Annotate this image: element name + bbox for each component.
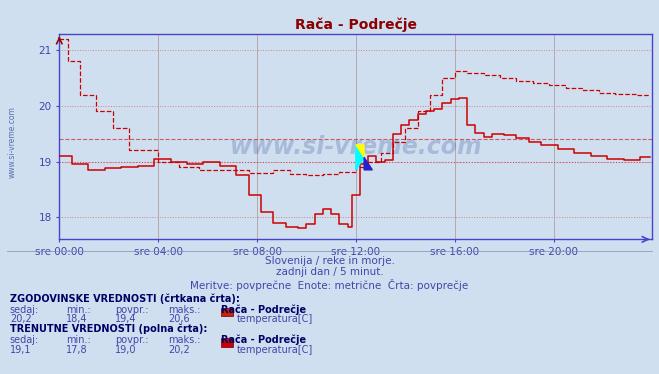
Text: maks.:: maks.:: [168, 305, 200, 315]
Text: maks.:: maks.:: [168, 335, 200, 345]
Text: 17,8: 17,8: [66, 345, 88, 355]
Title: Rača - Podrečje: Rača - Podrečje: [295, 18, 417, 33]
Text: sedaj:: sedaj:: [10, 305, 39, 315]
Text: min.:: min.:: [66, 305, 91, 315]
Text: 20,2: 20,2: [10, 314, 32, 324]
Text: Rača - Podrečje: Rača - Podrečje: [221, 305, 306, 315]
Text: 20,2: 20,2: [168, 345, 190, 355]
Text: www.si-vreme.com: www.si-vreme.com: [8, 106, 17, 178]
Text: sedaj:: sedaj:: [10, 335, 39, 345]
Text: 19,0: 19,0: [115, 345, 137, 355]
Text: Meritve: povprečne  Enote: metrične  Črta: povprečje: Meritve: povprečne Enote: metrične Črta:…: [190, 279, 469, 291]
Text: 20,6: 20,6: [168, 314, 190, 324]
Text: Slovenija / reke in morje.: Slovenija / reke in morje.: [264, 256, 395, 266]
Text: 19,1: 19,1: [10, 345, 32, 355]
Text: min.:: min.:: [66, 335, 91, 345]
Text: temperatura[C]: temperatura[C]: [237, 314, 314, 324]
Text: 19,4: 19,4: [115, 314, 137, 324]
Text: 18,4: 18,4: [66, 314, 88, 324]
Text: povpr.:: povpr.:: [115, 335, 149, 345]
Text: www.si-vreme.com: www.si-vreme.com: [229, 135, 482, 159]
Text: povpr.:: povpr.:: [115, 305, 149, 315]
Text: zadnji dan / 5 minut.: zadnji dan / 5 minut.: [275, 267, 384, 278]
Polygon shape: [356, 145, 364, 170]
Text: ZGODOVINSKE VREDNOSTI (črtkana črta):: ZGODOVINSKE VREDNOSTI (črtkana črta):: [10, 294, 240, 304]
Polygon shape: [364, 157, 372, 170]
Text: TRENUTNE VREDNOSTI (polna črta):: TRENUTNE VREDNOSTI (polna črta):: [10, 324, 208, 334]
Text: temperatura[C]: temperatura[C]: [237, 345, 314, 355]
Text: Rača - Podrečje: Rača - Podrečje: [221, 335, 306, 345]
Polygon shape: [356, 145, 364, 157]
